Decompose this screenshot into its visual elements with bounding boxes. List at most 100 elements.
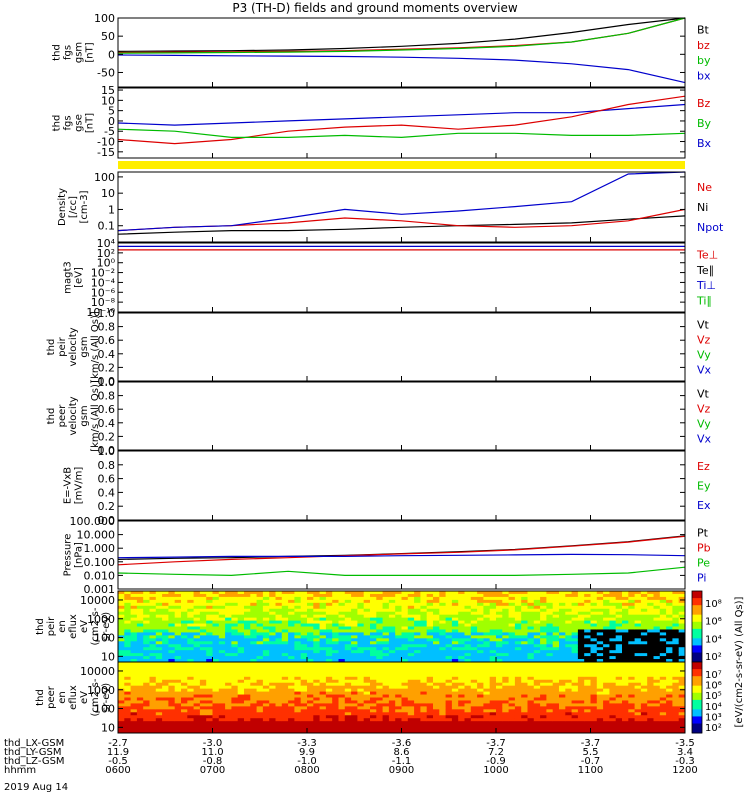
spectrogram-cell	[256, 638, 264, 642]
spectrogram-cell	[546, 706, 554, 710]
spectrogram-cell	[483, 593, 491, 598]
spectrogram-cell	[546, 697, 554, 701]
spectrogram-cell	[187, 709, 194, 713]
spectrogram-cell	[136, 688, 144, 692]
spectrogram-cell	[319, 703, 327, 707]
spectrogram-cell	[628, 641, 635, 645]
spectrogram-cell	[136, 685, 144, 690]
spectrogram-cell	[256, 656, 264, 660]
spectrogram-cell	[666, 724, 673, 728]
spectrogram-cell	[275, 715, 283, 719]
spectrogram-cell	[603, 691, 610, 695]
spectrogram-cell	[225, 712, 232, 716]
spectrogram-cell	[307, 703, 314, 707]
spectrogram-cell	[124, 694, 131, 698]
spectrogram-cell	[496, 632, 503, 636]
spectrogram-cell	[628, 591, 635, 595]
spectrogram-cell	[382, 647, 390, 651]
spectrogram-cell	[225, 644, 232, 648]
spectrogram-cell	[206, 617, 213, 621]
spectrogram-cell	[615, 653, 623, 657]
spectrogram-cell	[445, 653, 453, 657]
spectrogram-cell	[319, 682, 327, 687]
spectrogram-cell	[590, 641, 598, 645]
spectrogram-cell	[407, 623, 415, 627]
spectrogram-cell	[250, 617, 257, 621]
spectrogram-cell	[130, 709, 138, 713]
spectrogram-cell	[603, 688, 610, 692]
spectrogram-cell	[181, 706, 188, 710]
spectrogram-cell	[344, 685, 352, 690]
spectrogram-cell	[363, 617, 371, 621]
spectrogram-cell	[653, 664, 661, 669]
spectrogram-cell	[212, 700, 220, 704]
spectrogram-cell	[533, 685, 541, 690]
spectrogram-cell	[470, 727, 478, 731]
spectrogram-cell	[508, 659, 516, 663]
spectrogram-cell	[294, 653, 302, 657]
spectrogram-cell	[124, 591, 131, 595]
spectrogram-cell	[256, 608, 264, 613]
spectrogram-cell	[269, 706, 276, 710]
spectrogram-cell	[552, 730, 560, 734]
y-axis-label-line: fgs	[63, 45, 74, 60]
spectrogram-cell	[508, 697, 516, 701]
spectrogram-cell	[647, 608, 654, 613]
spectrogram-cell	[218, 599, 226, 604]
colorbar-segment	[692, 652, 702, 656]
spectrogram-cell	[565, 682, 572, 687]
spectrogram-cell	[653, 608, 661, 613]
spectrogram-cell	[508, 599, 516, 604]
spectrogram-cell	[338, 676, 346, 681]
spectrogram-cell	[590, 608, 598, 613]
spectrogram-cell	[382, 653, 390, 657]
spectrogram-cell	[395, 591, 402, 595]
spectrogram-cell	[584, 715, 591, 719]
spectrogram-cell	[357, 623, 365, 627]
spectrogram-cell	[533, 721, 541, 725]
spectrogram-cell	[143, 599, 150, 604]
spectrogram-cell	[168, 638, 176, 642]
spectrogram-cell	[288, 611, 295, 616]
y-axis-label-line: thd	[46, 339, 57, 356]
spectrogram-cell	[407, 653, 415, 657]
spectrogram-cell	[262, 727, 270, 731]
spectrogram-cell	[678, 697, 686, 701]
spectrogram-cell	[407, 664, 415, 669]
spectrogram-cell	[363, 614, 371, 619]
spectrogram-cell	[193, 700, 201, 704]
spectrogram-cell	[590, 662, 598, 666]
spectrogram-cell	[155, 641, 163, 645]
spectrogram-cell	[162, 676, 169, 681]
spectrogram-cell	[143, 608, 150, 613]
spectrogram-cell	[401, 691, 409, 695]
spectrogram-cell	[552, 659, 560, 663]
spectrogram-cell	[370, 664, 377, 669]
spectrogram-cell	[433, 676, 440, 681]
spectrogram-cell	[483, 620, 491, 624]
spectrogram-cell	[590, 727, 598, 731]
spectrogram-cell	[149, 706, 157, 710]
spectrogram-cell	[439, 650, 446, 654]
spectrogram-cell	[155, 670, 163, 675]
spectrogram-cell	[477, 709, 484, 713]
spectrogram-cell	[338, 730, 346, 734]
spectrogram-cell	[218, 721, 226, 725]
spectrogram-cell	[609, 670, 617, 675]
spectrogram-cell	[647, 635, 654, 639]
spectrogram-cell	[596, 656, 604, 660]
spectrogram-cell	[571, 659, 579, 663]
spectrogram-cell	[250, 724, 257, 728]
spectrogram-cell	[464, 623, 472, 627]
spectrogram-cell	[496, 682, 503, 687]
spectrogram-cell	[577, 727, 585, 731]
spectrogram-cell	[489, 596, 497, 601]
spectrogram-cell	[603, 724, 610, 728]
spectrogram-cell	[130, 617, 138, 621]
y-axis-label-line: peir	[57, 336, 68, 356]
spectrogram-cell	[136, 712, 144, 716]
spectrogram-cell	[212, 602, 220, 607]
spectrogram-cell	[338, 617, 346, 621]
spectrogram-cell	[407, 718, 415, 722]
spectrogram-cell	[502, 715, 509, 719]
